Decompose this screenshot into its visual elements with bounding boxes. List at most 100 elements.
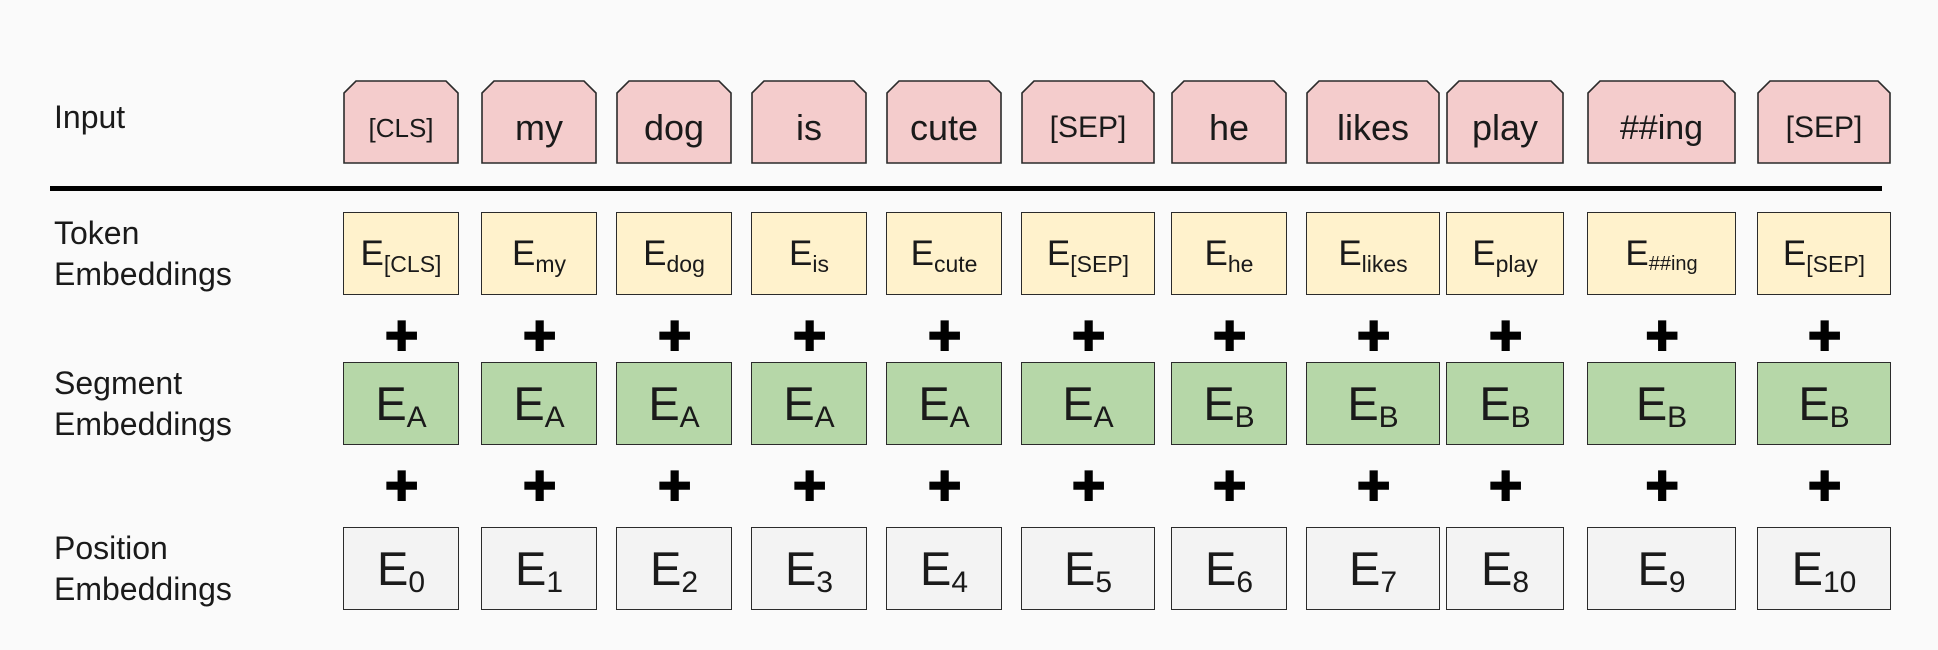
plus-icon: ✚ xyxy=(1212,463,1248,510)
input-token-1: my xyxy=(481,80,597,164)
plus-icon: ✚ xyxy=(1212,313,1248,360)
embedding-symbol: E xyxy=(1791,542,1823,595)
input-token-tab-shape xyxy=(481,80,597,164)
embedding-symbol: E xyxy=(649,542,682,595)
input-token-2: dog xyxy=(616,80,732,164)
plus-icon: ✚ xyxy=(384,463,420,510)
position-embedding-subscript: 5 xyxy=(1095,565,1113,599)
position-embedding-subscript: 0 xyxy=(408,565,426,599)
plus-icon: ✚ xyxy=(1644,463,1680,510)
segment-embedding-subscript: A xyxy=(1093,400,1114,434)
plus-icon: ✚ xyxy=(657,313,693,360)
input-token-9: ##ing xyxy=(1587,80,1736,164)
token-embedding-subscript: likes xyxy=(1361,251,1408,277)
input-token-6: he xyxy=(1171,80,1287,164)
embedding-symbol: E xyxy=(1063,542,1096,595)
plus-icon: ✚ xyxy=(1071,463,1107,510)
position-embedding-subscript: 9 xyxy=(1668,565,1686,599)
position-embedding-subscript: 10 xyxy=(1822,565,1857,599)
input-token-text: [SEP] xyxy=(1049,111,1127,144)
segment-embedding-subscript: A xyxy=(814,400,835,434)
plus-icon: ✚ xyxy=(522,313,558,360)
token-embedding-0: E [CLS] xyxy=(343,212,459,295)
embedding-symbol: E xyxy=(1635,377,1668,430)
embedding-symbol: E xyxy=(513,377,545,430)
embedding-symbol: E xyxy=(1782,234,1807,273)
token-embedding-9: E ##ing xyxy=(1587,212,1736,295)
embedding-symbol: E xyxy=(648,377,680,430)
token-embedding-5: E [SEP] xyxy=(1021,212,1155,295)
input-token-8: play xyxy=(1446,80,1564,164)
input-token-tab-outline xyxy=(751,80,867,164)
token-embeddings-label: Token Embeddings xyxy=(54,215,232,292)
embedding-symbol: E xyxy=(1062,377,1094,430)
embedding-symbol: E xyxy=(376,542,409,595)
embedding-symbol: E xyxy=(1338,234,1362,273)
input-token-text: cute xyxy=(909,107,979,148)
token-embedding-10: E [SEP] xyxy=(1757,212,1891,295)
input-token-tab-shape xyxy=(1306,80,1440,164)
input-token-tab-shape xyxy=(886,80,1002,164)
embedding-symbol: E xyxy=(375,377,407,430)
plus-icon: ✚ xyxy=(1071,313,1107,360)
position-embedding-subscript: 6 xyxy=(1236,565,1254,599)
input-token-tab-shape xyxy=(343,80,459,164)
input-token-tab-outline xyxy=(1587,80,1736,164)
input-token-tab-shape xyxy=(616,80,732,164)
input-token-text: [SEP] xyxy=(1785,111,1863,144)
plus-icon: ✚ xyxy=(927,463,963,510)
embedding-symbol: E xyxy=(1637,542,1669,595)
embedding-symbol: E xyxy=(1479,377,1511,430)
position-embedding-subscript: 8 xyxy=(1512,565,1530,599)
input-token-tab-outline xyxy=(1757,80,1891,164)
segment-embedding-subscript: A xyxy=(949,400,970,434)
embedding-symbol: E xyxy=(1203,377,1235,430)
input-token-tab-shape xyxy=(1446,80,1564,164)
plus-icon: ✚ xyxy=(1807,463,1843,510)
input-token-text: is xyxy=(796,107,822,148)
plus-icon: ✚ xyxy=(792,313,828,360)
embedding-symbol: E xyxy=(1625,234,1649,273)
token-embedding-subscript: my xyxy=(535,251,567,277)
token-embedding-subscript: play xyxy=(1495,251,1538,277)
plus-icon: ✚ xyxy=(384,313,420,360)
embedding-symbol: E xyxy=(918,377,950,430)
token-embedding-subscript: [CLS] xyxy=(383,251,442,277)
input-token-tab-outline xyxy=(343,80,459,164)
embedding-symbol: E xyxy=(511,234,536,273)
embedding-symbol: E xyxy=(1348,542,1381,595)
token-embedding-subscript: [SEP] xyxy=(1070,251,1130,277)
embedding-symbol: E xyxy=(1046,234,1071,273)
embedding-symbol: E xyxy=(514,542,547,595)
input-token-text: dog xyxy=(643,107,705,148)
input-token-tab-outline xyxy=(886,80,1002,164)
embedding-symbol: E xyxy=(1204,542,1237,595)
input-token-tab-outline xyxy=(616,80,732,164)
input-token-tab-shape xyxy=(1757,80,1891,164)
position-embeddings-label: Position Embeddings xyxy=(54,530,232,607)
segment-embedding-subscript: B xyxy=(1378,400,1399,434)
position-embedding-subscript: 2 xyxy=(681,565,699,599)
segment-embedding-subscript: A xyxy=(679,400,700,434)
segment-embedding-subscript: A xyxy=(406,400,427,434)
